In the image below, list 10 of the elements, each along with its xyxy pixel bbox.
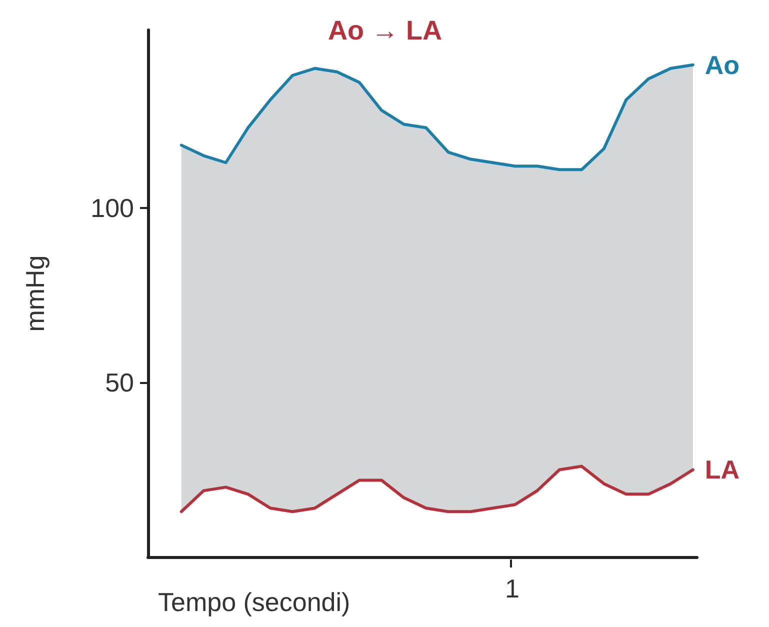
- x-axis-title: Tempo (secondi): [158, 587, 350, 617]
- series-label: Ao: [704, 50, 740, 80]
- text: 1: [505, 574, 520, 604]
- chart-title: Ao → LA: [328, 16, 442, 46]
- y-axis-title: mmHg: [20, 255, 50, 332]
- y-tick-label: 50: [105, 367, 134, 398]
- series-label: LA: [704, 454, 740, 485]
- line-series: [180, 63, 694, 172]
- y-tick-label: 100: [90, 192, 134, 223]
- line-series: [180, 464, 694, 514]
